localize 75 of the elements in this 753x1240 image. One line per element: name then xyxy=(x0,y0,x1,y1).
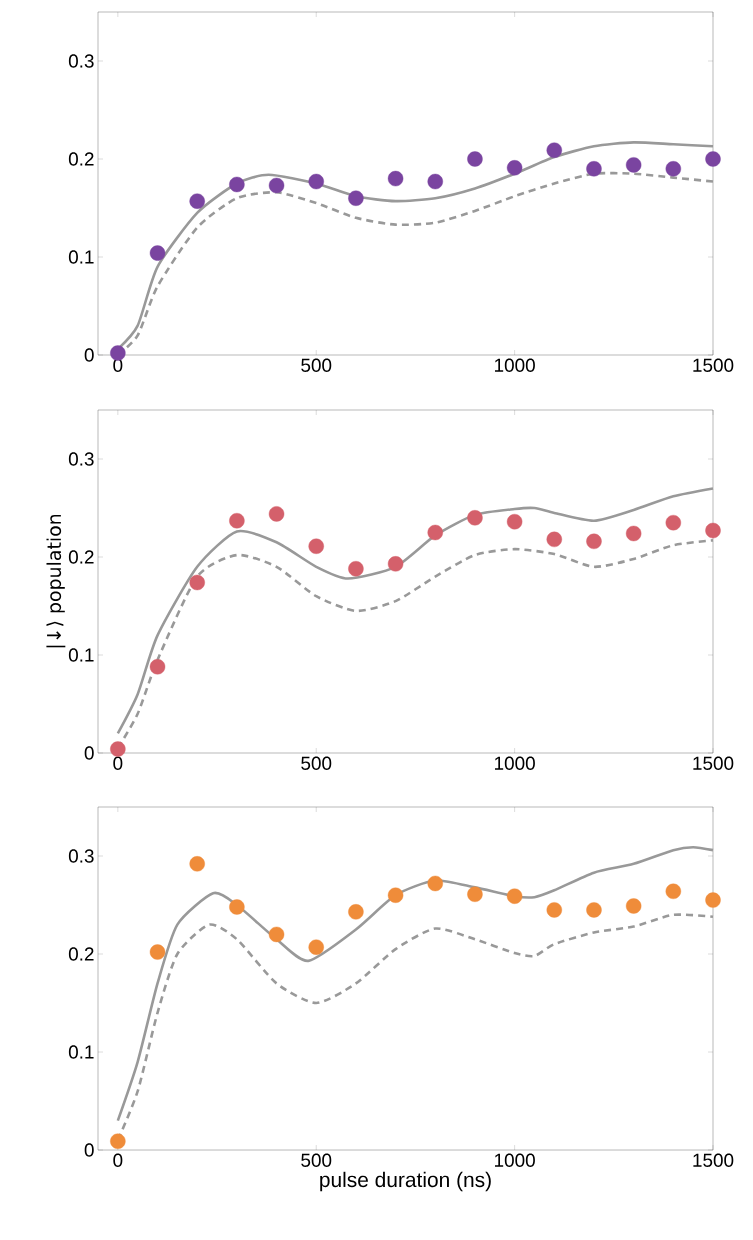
x-tick-label: 1500 xyxy=(693,756,734,770)
point xyxy=(268,926,285,943)
point xyxy=(189,193,205,209)
point xyxy=(189,574,205,591)
x-tick-label: 500 xyxy=(301,1153,332,1167)
point xyxy=(586,533,602,550)
point xyxy=(149,245,166,261)
y-tick-label: 0.3 xyxy=(68,54,94,68)
y-axis-title: |↓⟩ population xyxy=(46,514,66,648)
point xyxy=(467,151,483,167)
point xyxy=(308,173,324,190)
point xyxy=(625,898,642,914)
point xyxy=(348,561,364,577)
point xyxy=(427,173,443,190)
y-tick-label: 0.2 xyxy=(68,947,94,961)
x-tick-label: 0 xyxy=(113,756,123,770)
point xyxy=(546,902,562,918)
point xyxy=(705,151,721,167)
point xyxy=(268,177,285,194)
point xyxy=(229,513,245,529)
y-tick-label: 0.2 xyxy=(68,152,94,166)
point xyxy=(348,904,364,920)
point xyxy=(467,510,483,526)
line-series xyxy=(116,487,715,735)
y-tick-label: 0.1 xyxy=(68,1045,94,1059)
point xyxy=(546,531,562,548)
y-tick-label: 0 xyxy=(84,1143,94,1157)
y-tick-label: 0.3 xyxy=(68,849,94,863)
point xyxy=(387,170,404,187)
x-tick-label: 1000 xyxy=(495,756,535,770)
point xyxy=(506,888,523,904)
point xyxy=(625,525,642,542)
y-tick-label: 0.1 xyxy=(68,250,94,264)
point xyxy=(506,160,523,176)
point xyxy=(308,538,324,554)
x-tick-label: 500 xyxy=(301,358,332,372)
point xyxy=(427,524,443,541)
point xyxy=(586,161,602,177)
point xyxy=(665,161,682,177)
y-tick-label: 0.1 xyxy=(68,648,94,662)
y-tick-label: 0.3 xyxy=(68,452,94,466)
point xyxy=(586,902,602,918)
point xyxy=(506,514,523,530)
point xyxy=(665,883,682,899)
point xyxy=(189,856,205,872)
point xyxy=(149,659,166,675)
x-axis-title: pulse duration (ns) xyxy=(320,1171,491,1192)
point xyxy=(110,345,126,361)
x-tick-label: 1000 xyxy=(495,1153,535,1167)
point xyxy=(467,886,483,902)
x-tick-label: 1500 xyxy=(693,1153,734,1167)
point xyxy=(149,944,166,960)
point xyxy=(229,176,245,193)
y-tick-label: 0 xyxy=(84,746,94,760)
point xyxy=(308,939,324,955)
point xyxy=(665,515,682,531)
point xyxy=(348,190,364,206)
x-tick-label: 0 xyxy=(113,1153,123,1167)
point xyxy=(705,892,721,908)
x-tick-label: 500 xyxy=(301,756,332,770)
point xyxy=(546,142,562,158)
y-tick-label: 0 xyxy=(84,348,94,362)
point xyxy=(705,522,721,539)
point xyxy=(229,899,245,915)
y-tick-label: 0.2 xyxy=(68,550,94,564)
point xyxy=(110,1133,126,1149)
x-tick-label: 1000 xyxy=(495,358,535,372)
point xyxy=(268,506,285,522)
point xyxy=(387,887,404,903)
point xyxy=(625,157,642,173)
x-tick-label: 1500 xyxy=(693,358,734,372)
point xyxy=(387,556,404,572)
point xyxy=(110,741,126,757)
point xyxy=(427,875,443,892)
line-series xyxy=(116,845,715,1122)
